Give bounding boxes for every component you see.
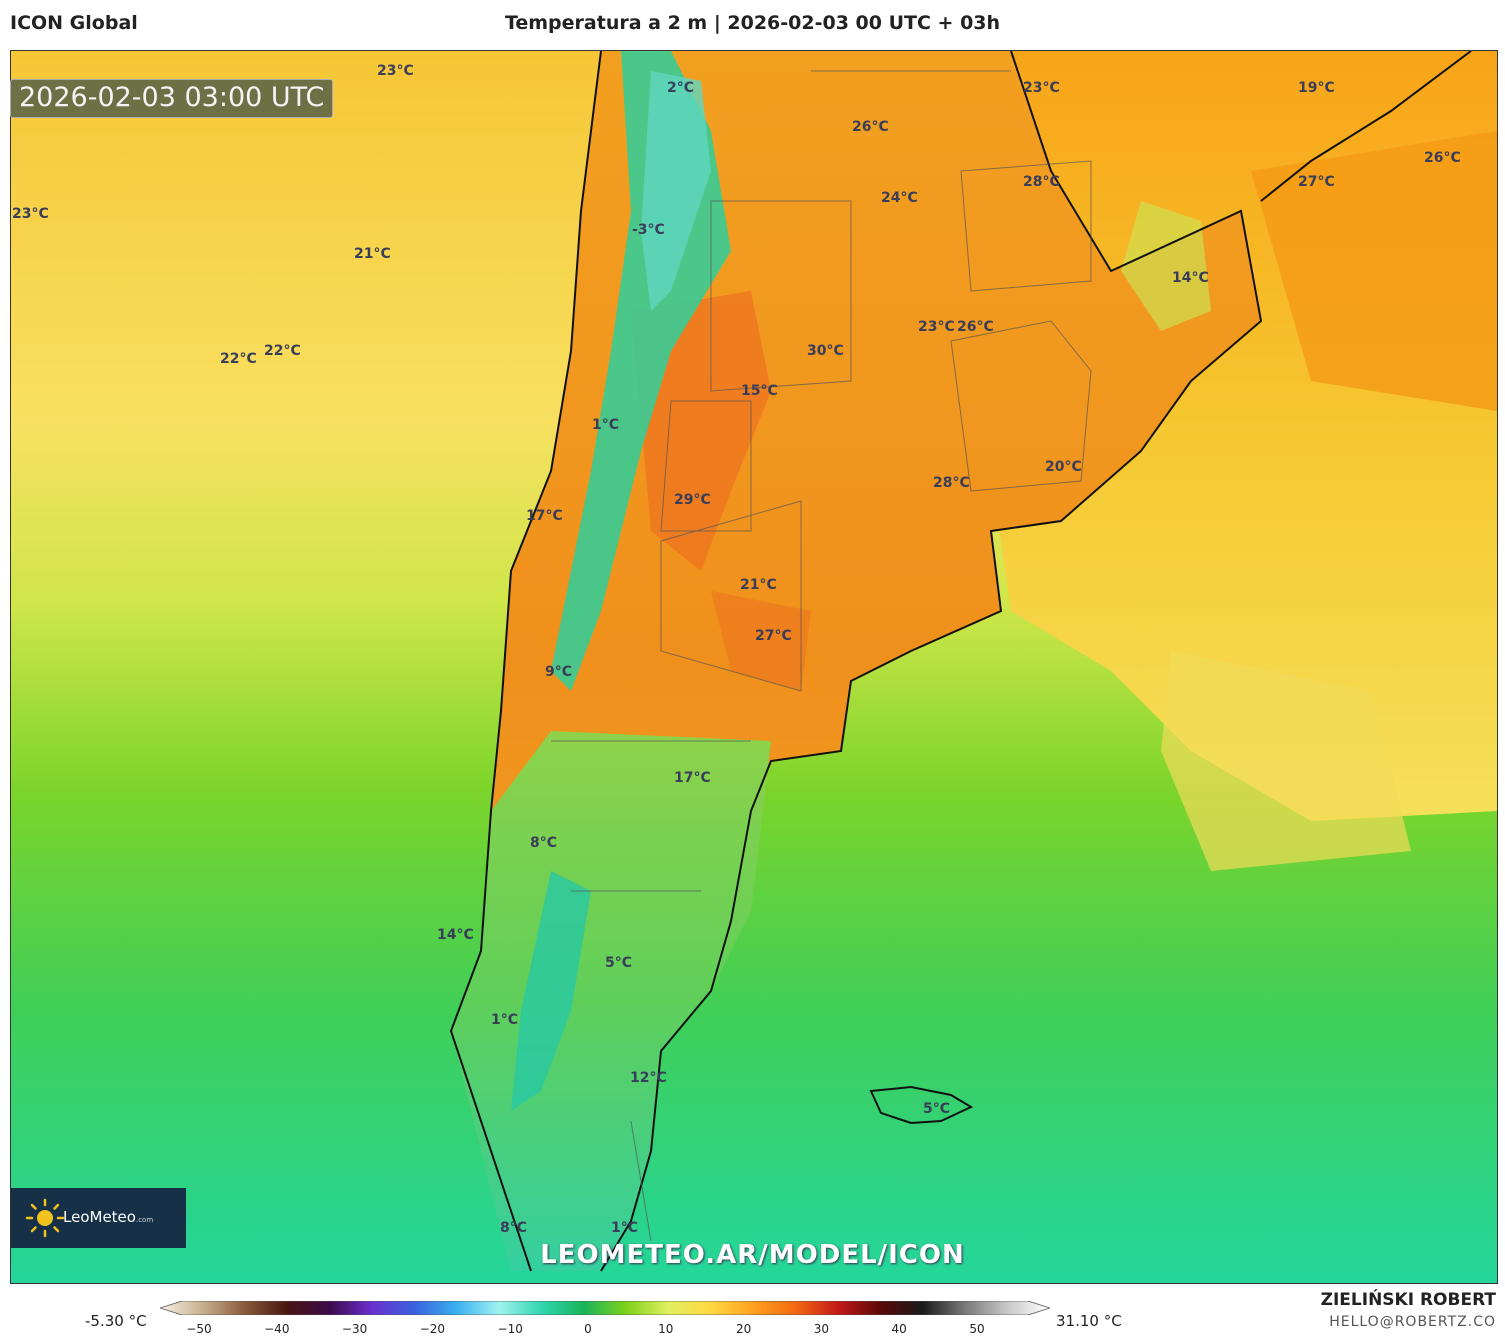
southern-andes-cold [511,871,591,1111]
temperature-label: 19°C [1298,80,1335,96]
colorbar-tick: 30 [813,1322,830,1336]
temperature-label: 27°C [755,628,792,644]
temperature-label: 22°C [220,351,257,367]
temperature-label: 23°C [377,63,414,79]
temperature-label: 15°C [741,383,778,399]
colorbar-tick: −20 [419,1322,446,1336]
colorbar-min-label: -5.30 °C [85,1312,147,1330]
leometeo-logo[interactable]: LeoMeteo.com [11,1188,186,1248]
colorbar-gradient [158,1300,1052,1316]
temperature-label: 28°C [933,475,970,491]
temperature-label: 5°C [923,1101,951,1117]
hot-spot-brazil [1251,131,1497,411]
admin-borders [551,70,1092,1242]
temperature-label: 1°C [592,417,620,433]
hot-spot-pampa [711,591,811,691]
temperature-label: 2°C [667,80,695,96]
author-credit: ZIELIŃSKI ROBERT [1320,1290,1496,1310]
watermark-url: LEOMETEO.AR/MODEL/ICON [540,1240,965,1270]
sun-icon [25,1198,65,1238]
author-email: HELLO@ROBERTZ.CO [1329,1314,1496,1330]
temperature-label: 17°C [526,508,563,524]
temperature-label: 12°C [630,1070,667,1086]
temperature-label: 21°C [740,577,777,593]
temperature-label: 24°C [881,190,918,206]
temperature-label: -3°C [632,222,665,238]
andes-high-peaks [641,71,711,311]
coastlines [449,51,1472,1272]
map-title: Temperatura a 2 m | 2026-02-03 00 UTC + … [504,12,1001,34]
temperature-map[interactable] [10,50,1498,1284]
colorbar-tick: −50 [186,1322,212,1336]
temperature-label: 23°C [918,319,955,335]
temperature-label: 5°C [605,955,633,971]
model-name: ICON Global [10,12,138,34]
temperature-label: 14°C [437,927,474,943]
temperature-label: 22°C [264,343,301,359]
brazil-highland-cool [1121,201,1211,331]
temperature-label: 17°C [674,770,711,786]
temperature-label: 8°C [500,1220,528,1236]
temperature-label: 21°C [354,246,391,262]
colorbar-tick: −30 [341,1322,368,1336]
temperature-label: 30°C [807,343,844,359]
colorbar-tick: −10 [497,1322,523,1336]
colorbar-tick: 40 [891,1322,907,1336]
temperature-label: 23°C [1023,80,1060,96]
map-canvas [11,51,1497,1283]
temperature-label: 29°C [674,492,711,508]
colorbar-tick: 50 [969,1322,985,1336]
valid-time-badge: 2026-02-03 03:00 UTC [10,79,334,118]
patagonia-cool-zone [451,731,771,1271]
colorbar-max-label: 31.10 °C [1056,1312,1122,1330]
temperature-label: 23°C [12,206,49,222]
temperature-label: 26°C [852,119,889,135]
temperature-label: 27°C [1298,174,1335,190]
temperature-label: 26°C [957,319,994,335]
temperature-label: 1°C [491,1012,519,1028]
colorbar-tick: 0 [584,1322,592,1336]
atlantic-tongue [1161,651,1411,871]
colorbar-tick: 10 [658,1322,674,1336]
temperature-label: 26°C [1424,150,1461,166]
colorbar-tick: 20 [735,1322,752,1336]
logo-text: LeoMeteo.com [63,1208,154,1226]
temperature-label: 28°C [1023,174,1060,190]
temperature-label: 8°C [530,835,558,851]
colorbar-tick: −40 [264,1322,290,1336]
temperature-label: 14°C [1172,270,1209,286]
temperature-label: 9°C [545,664,573,680]
temperature-label: 20°C [1045,459,1082,475]
temperature-label: 1°C [611,1220,639,1236]
